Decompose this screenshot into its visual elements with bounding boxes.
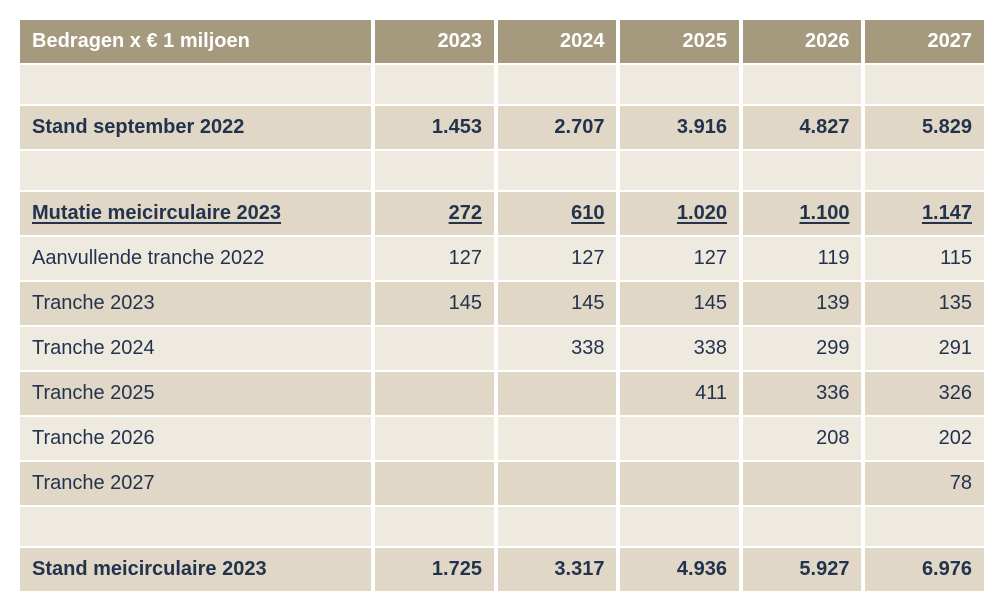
cell-y2024: 338	[498, 327, 617, 370]
table-row: Stand september 20221.4532.7073.9164.827…	[20, 106, 984, 149]
row-label: Tranche 2024	[20, 327, 371, 370]
cell-y2027: 202	[865, 417, 984, 460]
table-row: Aanvullende tranche 2022127127127119115	[20, 237, 984, 280]
row-label: Tranche 2023	[20, 282, 371, 325]
cell-y2025: 338	[620, 327, 739, 370]
cell-y2023	[375, 65, 494, 104]
cell-y2023	[375, 372, 494, 415]
col-header-2023: 2023	[375, 20, 494, 63]
cell-y2026	[743, 507, 862, 546]
col-header-2027: 2027	[865, 20, 984, 63]
row-label: Mutatie meicirculaire 2023	[20, 192, 371, 235]
cell-y2025: 145	[620, 282, 739, 325]
cell-y2027: 291	[865, 327, 984, 370]
col-header-2026: 2026	[743, 20, 862, 63]
cell-y2024: 610	[498, 192, 617, 235]
row-label	[20, 65, 371, 104]
table-row: Tranche 2026 208202	[20, 417, 984, 460]
row-label: Tranche 2027	[20, 462, 371, 505]
cell-y2025	[620, 65, 739, 104]
table-row: Tranche 2027 78	[20, 462, 984, 505]
cell-y2027	[865, 65, 984, 104]
cell-y2027: 1.147	[865, 192, 984, 235]
cell-y2026: 5.927	[743, 548, 862, 591]
cell-y2025: 1.020	[620, 192, 739, 235]
financial-table: Bedragen x € 1 miljoen 2023 2024 2025 20…	[16, 18, 988, 593]
col-header-2024: 2024	[498, 20, 617, 63]
cell-y2027: 78	[865, 462, 984, 505]
table-row: Tranche 2024338338299291	[20, 327, 984, 370]
cell-y2026: 119	[743, 237, 862, 280]
row-label: Stand meicirculaire 2023	[20, 548, 371, 591]
table-row: Tranche 2023145145145139135	[20, 282, 984, 325]
row-label: Stand september 2022	[20, 106, 371, 149]
cell-y2023: 1.725	[375, 548, 494, 591]
cell-y2023: 127	[375, 237, 494, 280]
cell-y2026: 336	[743, 372, 862, 415]
table-row	[20, 65, 984, 104]
cell-y2023	[375, 327, 494, 370]
table-row	[20, 507, 984, 546]
row-label: Tranche 2026	[20, 417, 371, 460]
cell-y2026: 208	[743, 417, 862, 460]
cell-y2026: 139	[743, 282, 862, 325]
cell-y2027: 5.829	[865, 106, 984, 149]
cell-y2023: 145	[375, 282, 494, 325]
cell-y2025	[620, 417, 739, 460]
cell-y2024	[498, 507, 617, 546]
table-row: Mutatie meicirculaire 20232726101.0201.1…	[20, 192, 984, 235]
cell-y2026	[743, 65, 862, 104]
cell-y2024	[498, 462, 617, 505]
cell-y2023	[375, 462, 494, 505]
cell-y2024	[498, 372, 617, 415]
cell-y2026: 299	[743, 327, 862, 370]
cell-y2027: 115	[865, 237, 984, 280]
cell-y2024: 3.317	[498, 548, 617, 591]
row-label: Aanvullende tranche 2022	[20, 237, 371, 280]
cell-y2024: 145	[498, 282, 617, 325]
cell-y2025: 3.916	[620, 106, 739, 149]
cell-y2024: 2.707	[498, 106, 617, 149]
table-row: Stand meicirculaire 20231.7253.3174.9365…	[20, 548, 984, 591]
cell-y2027: 135	[865, 282, 984, 325]
row-label	[20, 507, 371, 546]
cell-y2023: 272	[375, 192, 494, 235]
cell-y2025	[620, 462, 739, 505]
cell-y2027: 6.976	[865, 548, 984, 591]
cell-y2023	[375, 507, 494, 546]
cell-y2023	[375, 151, 494, 190]
cell-y2027	[865, 507, 984, 546]
table-row: Tranche 2025 411336326	[20, 372, 984, 415]
cell-y2025: 4.936	[620, 548, 739, 591]
cell-y2024	[498, 151, 617, 190]
cell-y2026	[743, 462, 862, 505]
cell-y2026	[743, 151, 862, 190]
row-label: Tranche 2025	[20, 372, 371, 415]
cell-y2023	[375, 417, 494, 460]
cell-y2025: 411	[620, 372, 739, 415]
cell-y2027	[865, 151, 984, 190]
col-header-label: Bedragen x € 1 miljoen	[20, 20, 371, 63]
table-row	[20, 151, 984, 190]
cell-y2026: 4.827	[743, 106, 862, 149]
cell-y2025: 127	[620, 237, 739, 280]
cell-y2026: 1.100	[743, 192, 862, 235]
table-container: Bedragen x € 1 miljoen 2023 2024 2025 20…	[0, 0, 1004, 613]
cell-y2025	[620, 151, 739, 190]
cell-y2023: 1.453	[375, 106, 494, 149]
cell-y2027: 326	[865, 372, 984, 415]
cell-y2024: 127	[498, 237, 617, 280]
cell-y2025	[620, 507, 739, 546]
row-label	[20, 151, 371, 190]
table-header-row: Bedragen x € 1 miljoen 2023 2024 2025 20…	[20, 20, 984, 63]
cell-y2024	[498, 417, 617, 460]
col-header-2025: 2025	[620, 20, 739, 63]
cell-y2024	[498, 65, 617, 104]
